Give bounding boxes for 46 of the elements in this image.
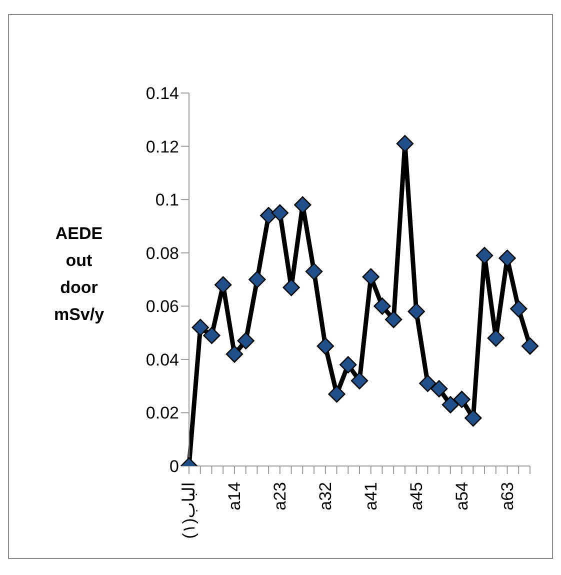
point bbox=[203, 326, 220, 344]
point bbox=[226, 346, 244, 363]
point bbox=[294, 196, 312, 214]
point bbox=[430, 380, 448, 398]
x-tick-label: الباب(١) bbox=[180, 482, 198, 539]
y-tick-label: 0.06 bbox=[146, 297, 179, 316]
point bbox=[192, 318, 209, 336]
point bbox=[408, 302, 425, 320]
point bbox=[282, 278, 300, 296]
point bbox=[305, 262, 323, 280]
y-tick-label: 0 bbox=[170, 457, 179, 476]
point bbox=[237, 332, 254, 350]
y-tick-label: 0.12 bbox=[146, 137, 179, 156]
y-tick-label: 0.14 bbox=[146, 84, 179, 104]
point bbox=[214, 276, 232, 294]
point bbox=[453, 390, 470, 408]
point bbox=[442, 396, 460, 414]
point bbox=[271, 204, 289, 222]
y-tick-label: 0.02 bbox=[146, 404, 179, 423]
x-tick-label: a45 bbox=[406, 482, 426, 510]
point bbox=[487, 330, 504, 347]
point bbox=[510, 300, 528, 318]
x-tick-label: a32 bbox=[316, 482, 335, 510]
point bbox=[396, 135, 414, 152]
y-tick-label: 0.1 bbox=[155, 190, 179, 210]
point bbox=[385, 310, 402, 328]
x-tick-label: a54 bbox=[452, 482, 472, 510]
point bbox=[328, 385, 346, 403]
point bbox=[316, 338, 334, 355]
point bbox=[498, 250, 516, 267]
point bbox=[350, 372, 368, 390]
point bbox=[464, 409, 482, 427]
point bbox=[374, 298, 391, 315]
x-tick-label: a23 bbox=[270, 482, 290, 510]
x-tick-label: a41 bbox=[361, 482, 380, 510]
x-tick-label: a63 bbox=[498, 482, 517, 510]
x-tick-label: a14 bbox=[224, 482, 244, 510]
y-tick-label: 0.08 bbox=[146, 244, 179, 263]
y-tick-label: 0.04 bbox=[146, 350, 179, 370]
y-axis-title: AEDE out door mSv/y bbox=[54, 224, 105, 324]
point bbox=[362, 268, 380, 286]
point bbox=[476, 246, 494, 264]
point bbox=[419, 374, 436, 392]
point bbox=[340, 356, 357, 374]
point bbox=[248, 270, 266, 288]
point bbox=[521, 338, 539, 355]
